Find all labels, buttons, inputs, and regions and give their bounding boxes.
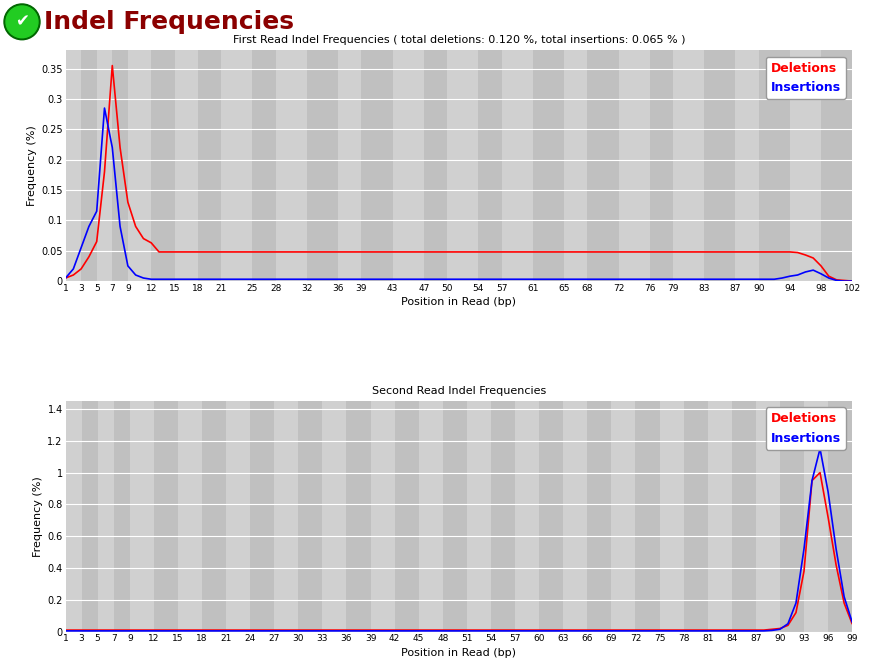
Bar — [307, 50, 338, 281]
Bar — [708, 401, 732, 632]
Bar — [98, 401, 114, 632]
Bar — [587, 50, 619, 281]
Bar — [673, 50, 704, 281]
Bar — [649, 50, 673, 281]
Bar — [424, 50, 447, 281]
Bar — [151, 50, 175, 281]
Bar — [221, 50, 253, 281]
Bar — [780, 401, 804, 632]
Bar — [202, 401, 226, 632]
Bar — [81, 50, 97, 281]
Bar — [804, 401, 828, 632]
Bar — [443, 401, 467, 632]
Bar — [790, 50, 821, 281]
Bar — [515, 401, 539, 632]
X-axis label: Position in Read (bp): Position in Read (bp) — [401, 297, 517, 307]
Bar — [467, 401, 491, 632]
Bar — [371, 401, 395, 632]
Bar — [635, 401, 660, 632]
Bar — [114, 401, 129, 632]
Bar — [419, 401, 443, 632]
Bar — [564, 50, 587, 281]
Bar — [274, 401, 298, 632]
Bar — [276, 50, 307, 281]
Bar — [491, 401, 515, 632]
Circle shape — [6, 6, 38, 38]
Bar — [178, 401, 202, 632]
Title: Second Read Indel Frequencies: Second Read Indel Frequencies — [371, 386, 546, 396]
Y-axis label: Frequency (%): Frequency (%) — [27, 126, 37, 206]
Bar — [112, 50, 128, 281]
Bar — [128, 50, 151, 281]
Bar — [611, 401, 635, 632]
Bar — [253, 50, 276, 281]
Bar — [338, 50, 362, 281]
Bar — [250, 401, 274, 632]
Bar — [735, 50, 759, 281]
Bar — [392, 50, 424, 281]
Bar — [226, 401, 250, 632]
Text: ✔: ✔ — [15, 13, 29, 31]
Bar — [828, 401, 852, 632]
Bar — [759, 50, 790, 281]
Bar — [346, 401, 371, 632]
Bar — [539, 401, 563, 632]
Bar — [362, 50, 392, 281]
Bar — [198, 50, 221, 281]
Text: Indel Frequencies: Indel Frequencies — [44, 10, 294, 34]
Bar — [97, 50, 112, 281]
Bar — [298, 401, 323, 632]
Bar — [175, 50, 198, 281]
Bar — [704, 50, 735, 281]
Bar — [563, 401, 587, 632]
Bar — [478, 50, 502, 281]
Bar — [683, 401, 708, 632]
Bar — [81, 401, 98, 632]
Bar — [533, 50, 564, 281]
Circle shape — [4, 4, 40, 40]
Bar — [66, 401, 81, 632]
Bar — [732, 401, 756, 632]
Bar — [619, 50, 649, 281]
Bar — [447, 50, 478, 281]
Bar — [502, 50, 533, 281]
X-axis label: Position in Read (bp): Position in Read (bp) — [401, 648, 517, 658]
Title: First Read Indel Frequencies ( total deletions: 0.120 %, total insertions: 0.065: First Read Indel Frequencies ( total del… — [232, 36, 685, 46]
Bar — [587, 401, 611, 632]
Bar — [756, 401, 780, 632]
Bar — [323, 401, 346, 632]
Bar — [129, 401, 154, 632]
Bar — [154, 401, 178, 632]
Legend: Deletions, Insertions: Deletions, Insertions — [766, 407, 846, 450]
Bar — [395, 401, 419, 632]
Y-axis label: Frequency (%): Frequency (%) — [33, 476, 43, 556]
Bar — [66, 50, 81, 281]
Legend: Deletions, Insertions: Deletions, Insertions — [766, 56, 846, 99]
Bar — [660, 401, 683, 632]
Bar — [821, 50, 852, 281]
